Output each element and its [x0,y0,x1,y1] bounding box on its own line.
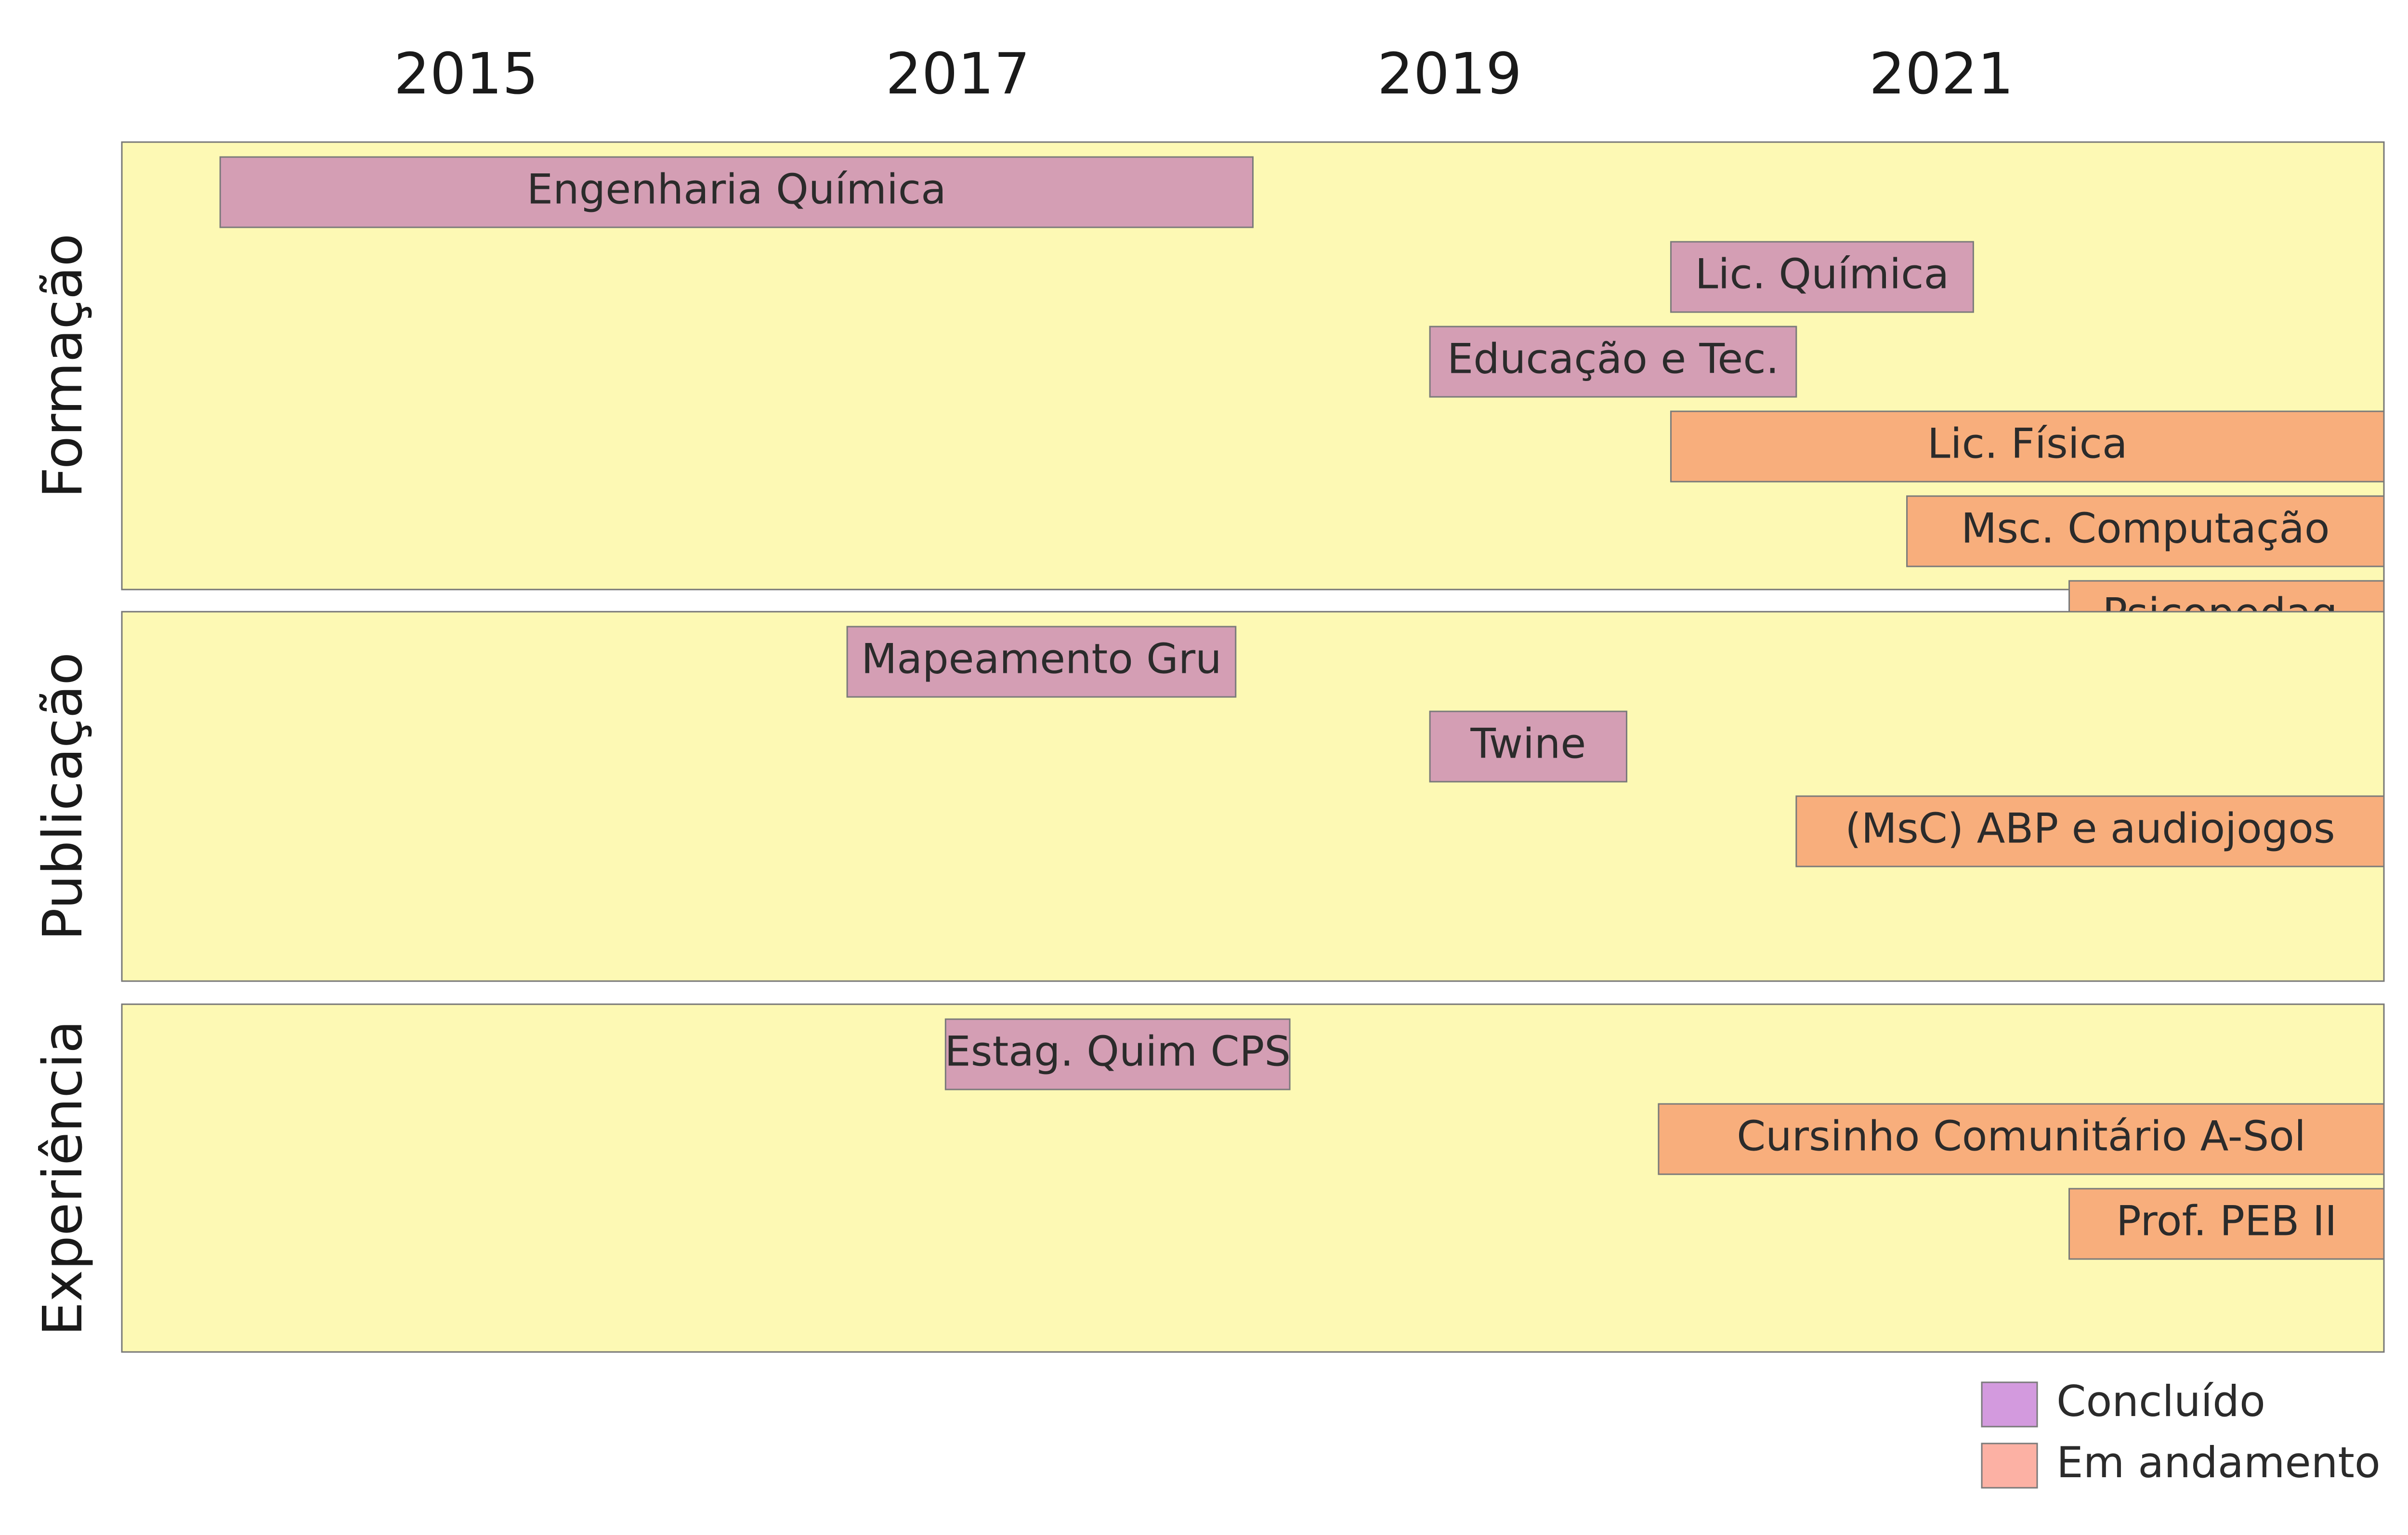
section-panel: Publicação Mapeamento Gru Twine (MsC) ABP e… [32,611,2385,982]
task-bar-group: Lic. Química [1670,241,1974,313]
task-bar [1795,795,2385,867]
legend-swatch [1981,1443,2038,1489]
task-bar [1670,410,2385,483]
task-bar [1670,241,1974,313]
task-bar-group: Cursinho Comunitário A-Sol [1658,1103,2385,1175]
task-label: Twine [1470,720,1586,768]
task-bar [944,1018,1291,1090]
task-label: Lic. Química [1695,250,1950,298]
task-bar [2068,1188,2385,1260]
year-tick-label: 2017 [886,40,1030,107]
year-tick-label: 2021 [1869,40,2014,107]
task-bar [1906,495,2385,567]
task-bar [219,156,1254,228]
task-bar [1429,710,1628,783]
task-label: Estag. Quim CPS [944,1027,1291,1076]
task-label: Lic. Física [1927,420,2128,468]
task-label: Cursinho Comunitário A-Sol [1737,1112,2306,1160]
task-bar [846,626,1237,698]
task-bar-group: Mapeamento Gru [846,626,1237,698]
task-label: Prof. PEB II [2116,1197,2337,1245]
task-bar-group: Msc. Computação [1906,495,2385,567]
section-label: Experiência [32,1020,94,1336]
legend-item: Em andamento [1981,1438,2381,1489]
legend-label: Concluído [2056,1377,2265,1426]
task-label: Mapeamento Gru [861,635,1221,683]
legend-swatch [1981,1381,2038,1428]
section-panel: Formação Engenharia Química Lic. Química Ed… [32,141,2385,652]
task-label: Engenharia Química [527,165,946,213]
year-tick-label: 2019 [1377,40,1522,107]
task-bar-group: Engenharia Química [219,156,1254,228]
task-label: (MsC) ABP e audiojogos [1845,804,2335,853]
task-bar [1658,1103,2385,1175]
task-bar-group: Educação e Tec. [1429,326,1797,398]
legend-label: Em andamento [2056,1438,2381,1487]
task-bar-group: (MsC) ABP e audiojogos [1795,795,2385,867]
legend: Concluído Em andamento [1981,1377,2381,1489]
legend-item: Concluído [1981,1377,2265,1428]
section-panels: Formação Engenharia Química Lic. Química Ed… [32,141,2385,1353]
task-label: Msc. Computação [1961,504,2330,552]
task-bar-group: Twine [1429,710,1628,783]
section-panel: Experiência Estag. Quim CPS Cursinho Comun… [32,1003,2385,1353]
task-bar-group: Lic. Física [1670,410,2385,483]
task-bar-group: Estag. Quim CPS [944,1018,1291,1090]
section-label: Publicação [32,652,94,941]
section-label: Formação [32,234,94,499]
year-axis: 2015 2017 2019 2021 [394,40,2014,107]
task-bar [1429,326,1797,398]
year-tick-label: 2015 [394,40,538,107]
task-label: Educação e Tec. [1447,335,1779,383]
task-bar-group: Prof. PEB II [2068,1188,2385,1260]
